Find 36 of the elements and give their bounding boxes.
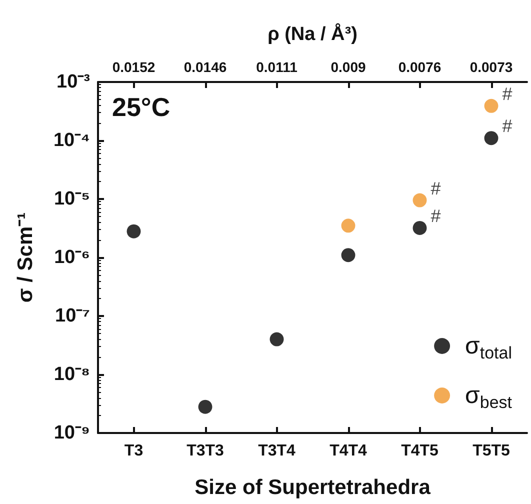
y-axis-title: σ / Scm⁻¹ bbox=[14, 212, 37, 303]
y-tick-label: 10⁻⁸ bbox=[54, 364, 90, 385]
y-tick-label: 10⁻⁹ bbox=[54, 422, 90, 444]
point bbox=[270, 332, 284, 346]
y-tick-label: 10⁻⁵ bbox=[54, 188, 90, 210]
y-tick-label: 10⁻⁷ bbox=[55, 306, 90, 326]
x-tick-label: T5T5 bbox=[472, 442, 510, 460]
annotation: 0.0076 bbox=[398, 59, 442, 75]
annotation: 0.0146 bbox=[184, 59, 227, 75]
point bbox=[341, 218, 356, 233]
point bbox=[126, 224, 141, 238]
annotation: 0.0111 bbox=[256, 59, 298, 75]
annotation: # bbox=[430, 178, 441, 198]
annotation: 0.009 bbox=[330, 59, 366, 75]
x-axis-title: Size of Supertetrahedra bbox=[194, 476, 431, 499]
point bbox=[198, 400, 212, 414]
x2-axis-title: ρ (Na / Å³) bbox=[268, 23, 358, 45]
point bbox=[412, 193, 427, 208]
annotation: # bbox=[502, 84, 512, 104]
annotation: # bbox=[502, 116, 512, 136]
annotation: # bbox=[430, 206, 441, 226]
x-tick-label: T4T4 bbox=[330, 442, 368, 460]
x-tick-label: T4T5 bbox=[401, 442, 439, 460]
point bbox=[484, 98, 498, 113]
x-tick-label: T3 bbox=[124, 442, 144, 460]
point bbox=[341, 248, 356, 262]
y-tick-label: 10⁻⁶ bbox=[54, 247, 90, 268]
annotation: 0.0152 bbox=[112, 59, 156, 75]
point bbox=[412, 220, 427, 235]
y-tick-label: 10⁻⁴ bbox=[53, 130, 90, 151]
y-tick-label: 10⁻³ bbox=[56, 72, 90, 92]
annotation: 0.0073 bbox=[470, 59, 513, 75]
x-tick-label: T3T4 bbox=[258, 442, 296, 460]
x-tick-label: T3T3 bbox=[186, 442, 224, 460]
point bbox=[484, 131, 498, 146]
annotation: 25°C bbox=[112, 92, 170, 122]
